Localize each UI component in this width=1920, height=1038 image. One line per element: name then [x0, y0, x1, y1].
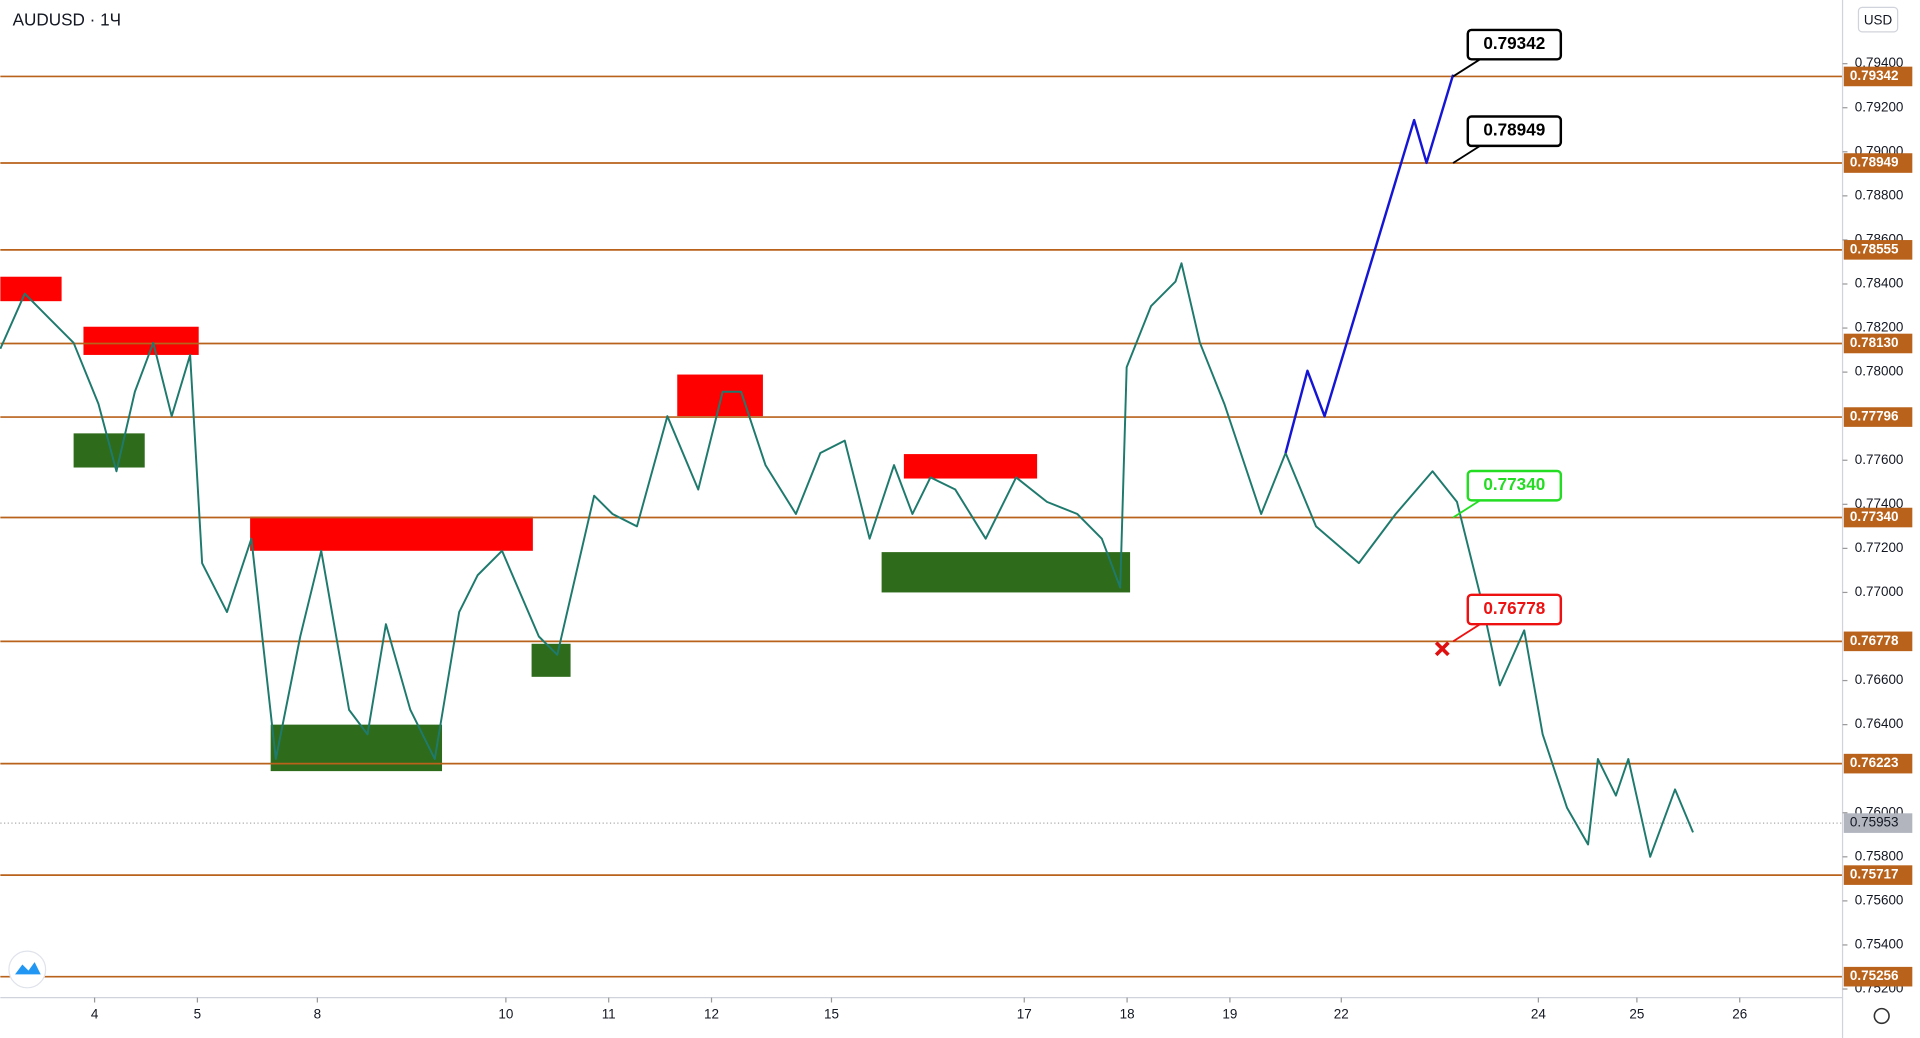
zone	[83, 326, 199, 355]
y-tick-label: 0.77600	[1855, 452, 1904, 467]
level-label-box	[1843, 407, 1913, 427]
annotation-pointer	[1452, 623, 1481, 643]
zone	[250, 516, 533, 551]
level-label-box	[1843, 631, 1913, 652]
level-label: 0.75717	[1850, 867, 1899, 882]
x-tick-label: 18	[1120, 1006, 1135, 1021]
annotation-label: 0.76778	[1483, 598, 1545, 618]
y-tick-label: 0.75600	[1855, 892, 1904, 907]
annotation-pointer	[1452, 499, 1481, 519]
level-label-box	[1843, 753, 1913, 774]
level-label: 0.78555	[1850, 241, 1899, 256]
settings-icon[interactable]	[1873, 1007, 1890, 1025]
annotation-pointer	[1452, 145, 1481, 164]
projection-line	[1284, 74, 1455, 454]
y-tick-label: 0.79400	[1855, 55, 1904, 70]
y-tick-label: 0.76400	[1855, 716, 1904, 731]
level-label: 0.75256	[1850, 968, 1899, 983]
y-tick-label: 0.78800	[1855, 187, 1904, 202]
x-tick-label: 5	[194, 1006, 201, 1021]
y-tick-label: 0.79200	[1855, 99, 1904, 114]
y-tick-label: 0.78000	[1855, 364, 1904, 379]
level-label-box	[1843, 240, 1913, 260]
y-tick-label: 0.75800	[1855, 848, 1904, 863]
x-tick-label: 22	[1334, 1006, 1349, 1021]
x-tick-label: 10	[498, 1006, 513, 1021]
y-tick-label: 0.78400	[1855, 276, 1904, 291]
x-tick-label: 25	[1629, 1006, 1644, 1021]
x-tick-label: 12	[704, 1006, 719, 1021]
level-label-box	[1843, 153, 1913, 173]
level-label: 0.77340	[1850, 509, 1899, 524]
price-line	[0, 262, 1694, 858]
cross-marker	[1434, 641, 1450, 657]
annotation-pointer	[1452, 58, 1481, 78]
y-tick-label: 0.75400	[1855, 937, 1904, 952]
y-tick-label: 0.78200	[1855, 320, 1904, 335]
level-label-box	[1843, 966, 1913, 987]
last-price-box	[1843, 813, 1913, 833]
level-label: 0.76778	[1850, 633, 1899, 648]
y-tick-label: 0.76600	[1855, 672, 1904, 687]
annotation-box	[1466, 28, 1563, 61]
zone	[677, 374, 763, 417]
y-tick-label: 0.77400	[1855, 496, 1904, 511]
zone	[881, 552, 1131, 593]
x-tick-label: 19	[1222, 1006, 1237, 1021]
symbol-title: AUDUSD · 1Ч	[13, 9, 121, 29]
x-tick-label: 8	[314, 1006, 321, 1021]
zone	[0, 276, 62, 302]
level-label-box	[1843, 66, 1913, 87]
annotation-label: 0.77340	[1483, 474, 1545, 494]
zone	[903, 454, 1038, 479]
level-label-box	[1843, 507, 1913, 528]
annotation-box	[1466, 593, 1563, 626]
currency: USD	[1864, 12, 1893, 27]
level-label: 0.76223	[1850, 755, 1899, 770]
currency-box[interactable]	[1857, 6, 1899, 33]
x-tick-label: 17	[1017, 1006, 1032, 1021]
x-tick-label: 15	[824, 1006, 839, 1021]
logo-icon	[15, 962, 41, 975]
x-tick-label: 11	[602, 1006, 616, 1021]
x-tick-label: 4	[91, 1006, 99, 1021]
annotation-label: 0.78949	[1483, 120, 1545, 140]
annotation-box	[1466, 115, 1563, 148]
y-tick-label: 0.77200	[1855, 540, 1904, 555]
level-label: 0.77796	[1850, 409, 1899, 424]
plot-area	[0, 74, 1843, 978]
level-label-box	[1843, 333, 1913, 354]
level-label: 0.78130	[1850, 335, 1899, 350]
level-label: 0.78949	[1850, 155, 1899, 170]
annotation-box	[1466, 469, 1563, 502]
y-tick-label: 0.77000	[1855, 584, 1904, 599]
level-label-box	[1843, 865, 1913, 885]
x-tick-label: 26	[1732, 1006, 1747, 1021]
last-price-label: 0.75953	[1850, 815, 1899, 830]
x-tick-label: 24	[1531, 1006, 1546, 1021]
zone	[73, 433, 145, 468]
annotation-label: 0.79342	[1483, 33, 1545, 53]
level-label: 0.79342	[1850, 68, 1899, 83]
